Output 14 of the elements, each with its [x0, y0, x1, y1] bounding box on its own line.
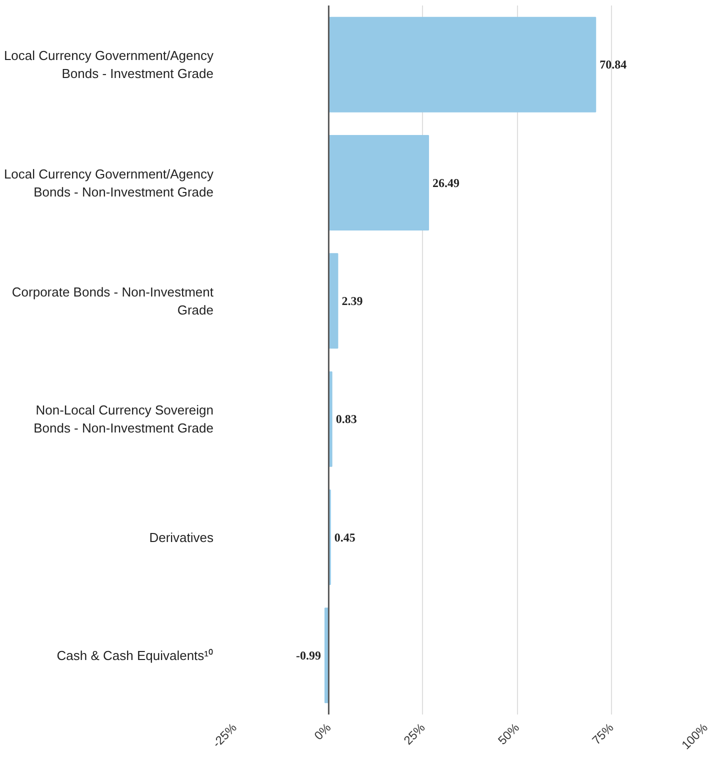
y-tick-label: Cash & Cash Equivalents¹⁰ [56, 648, 214, 663]
x-tick-label: 75% [589, 720, 616, 748]
y-tick-label: Corporate Bonds - Non-Investment Grade [12, 284, 214, 318]
data-label: -0.99 [296, 648, 321, 662]
data-label: 0.45 [334, 530, 356, 544]
x-tick-label: 0% [311, 720, 334, 743]
data-label: 70.84 [600, 58, 627, 72]
y-tick-label: Non-Local Currency Sovereign Bonds - Non-Investment Grade [34, 402, 214, 436]
data-label: 26.49 [432, 176, 460, 190]
data-label: 2.39 [342, 294, 363, 308]
data-label: 0.83 [336, 412, 357, 426]
y-tick-label: Derivatives [149, 530, 214, 545]
y-tick-label: Local Currency Government/Agency Bonds - Non-Investment Grade [4, 166, 214, 200]
y-tick-label: Local Currency Government/Agency Bonds - Investment Grade [4, 48, 214, 82]
